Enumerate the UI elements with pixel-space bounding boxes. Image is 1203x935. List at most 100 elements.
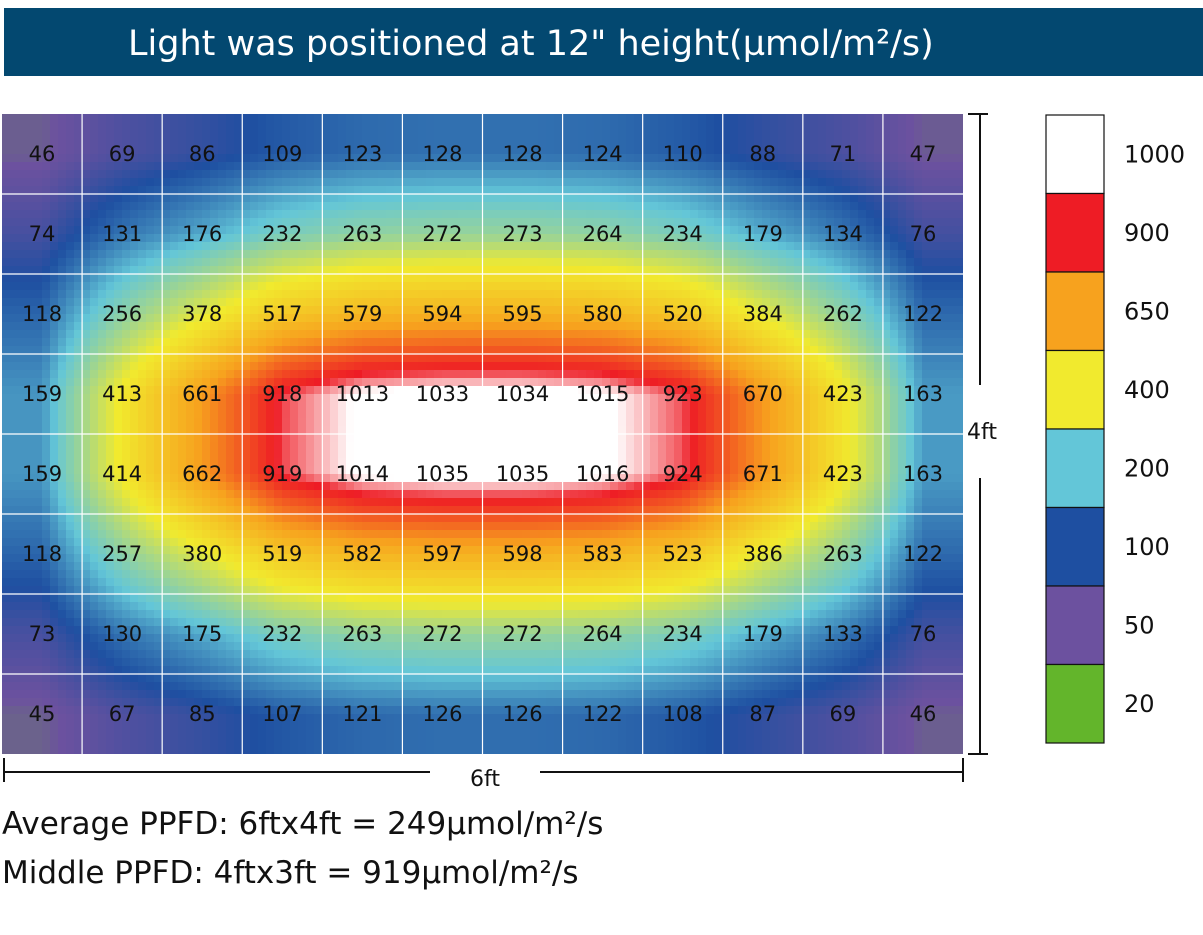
cell-value: 126 xyxy=(502,702,542,726)
cell-value: 133 xyxy=(823,622,863,646)
cell-value: 86 xyxy=(189,142,216,166)
cell-value: 273 xyxy=(502,222,542,246)
cell-value: 519 xyxy=(262,542,302,566)
cell-value: 919 xyxy=(262,462,302,486)
cell-value: 1033 xyxy=(416,382,469,406)
cell-value: 76 xyxy=(910,222,937,246)
cell-value: 122 xyxy=(903,302,943,326)
cell-value: 671 xyxy=(743,462,783,486)
cell-value: 924 xyxy=(663,462,703,486)
cell-value: 67 xyxy=(109,702,136,726)
legend-swatch xyxy=(1045,585,1105,666)
cell-value: 520 xyxy=(663,302,703,326)
grid-lines xyxy=(2,114,963,754)
cell-value: 175 xyxy=(182,622,222,646)
cell-value: 71 xyxy=(830,142,857,166)
cell-value: 131 xyxy=(102,222,142,246)
cell-value: 179 xyxy=(743,622,783,646)
cell-value: 272 xyxy=(502,622,542,646)
cell-value: 413 xyxy=(102,382,142,406)
cell-value: 46 xyxy=(29,142,56,166)
legend-label: 50 xyxy=(1124,611,1155,639)
height-dimension-label: 4ft xyxy=(967,420,997,445)
cell-value: 1035 xyxy=(496,462,549,486)
cell-value: 263 xyxy=(823,542,863,566)
cell-value: 594 xyxy=(422,302,462,326)
cell-value: 523 xyxy=(663,542,703,566)
legend-label: 20 xyxy=(1124,690,1155,718)
cell-value: 134 xyxy=(823,222,863,246)
cell-value: 661 xyxy=(182,382,222,406)
ppfd-heatmap-chart: 46 69 86 109 123 128 128 124 110 88 71 47 74 131 176 23… xyxy=(2,113,1185,792)
cell-value: 123 xyxy=(342,142,382,166)
middle-ppfd-text: Middle PPFD: 4ftx3ft = 919µmol/m²/s xyxy=(2,855,579,891)
cell-value: 87 xyxy=(749,702,776,726)
legend-swatch xyxy=(1045,428,1105,509)
cell-value: 580 xyxy=(583,302,623,326)
cell-value: 263 xyxy=(342,222,382,246)
legend-label: 400 xyxy=(1124,376,1170,404)
cell-value: 76 xyxy=(910,622,937,646)
legend-swatch xyxy=(1045,114,1105,195)
cell-value: 598 xyxy=(502,542,542,566)
legend-label: 650 xyxy=(1124,297,1170,325)
cell-value: 159 xyxy=(22,462,62,486)
cell-value: 110 xyxy=(663,142,703,166)
cell-value: 272 xyxy=(422,222,462,246)
cell-value: 130 xyxy=(102,622,142,646)
cell-value: 122 xyxy=(903,542,943,566)
cell-value: 923 xyxy=(663,382,703,406)
cell-value: 256 xyxy=(102,302,142,326)
cell-value: 264 xyxy=(583,622,623,646)
cell-value: 176 xyxy=(182,222,222,246)
legend-swatch xyxy=(1045,506,1105,587)
legend-label: 1000 xyxy=(1124,140,1185,168)
cell-value: 179 xyxy=(743,222,783,246)
chart-title: Light was positioned at 12" height(µmol/… xyxy=(128,24,934,64)
cell-value: 122 xyxy=(583,702,623,726)
cell-value: 69 xyxy=(109,142,136,166)
cell-value: 234 xyxy=(663,622,703,646)
cell-value: 128 xyxy=(422,142,462,166)
cell-value: 1035 xyxy=(416,462,469,486)
cell-value: 46 xyxy=(910,702,937,726)
cell-value: 378 xyxy=(182,302,222,326)
cell-value: 109 xyxy=(262,142,302,166)
cell-value: 47 xyxy=(910,142,937,166)
title-bar: Light was positioned at 12" height(µmol/… xyxy=(4,8,1203,76)
cell-value: 662 xyxy=(182,462,222,486)
cell-value: 597 xyxy=(422,542,462,566)
cell-value: 108 xyxy=(663,702,703,726)
cell-value: 1014 xyxy=(336,462,389,486)
cell-value: 423 xyxy=(823,382,863,406)
cell-value: 85 xyxy=(189,702,216,726)
cell-value: 414 xyxy=(102,462,142,486)
cell-value: 232 xyxy=(262,222,302,246)
color-scale-legend: 1000 900 650 400 200 100 50 20 xyxy=(1045,114,1185,744)
cell-value: 384 xyxy=(743,302,783,326)
legend-label: 200 xyxy=(1124,454,1170,482)
cell-value: 163 xyxy=(903,462,943,486)
cell-value: 918 xyxy=(262,382,302,406)
cell-value: 163 xyxy=(903,382,943,406)
cell-value: 386 xyxy=(743,542,783,566)
cell-value: 1034 xyxy=(496,382,549,406)
cell-values: 46 69 86 109 123 128 128 124 110 88 71 47 74 131 176 23… xyxy=(22,142,943,726)
heatmap-gradient-area xyxy=(2,114,963,754)
cell-value: 272 xyxy=(422,622,462,646)
cell-value: 107 xyxy=(262,702,302,726)
legend-swatch xyxy=(1045,192,1105,273)
cell-value: 595 xyxy=(502,302,542,326)
cell-value: 517 xyxy=(262,302,302,326)
cell-value: 118 xyxy=(22,542,62,566)
cell-value: 263 xyxy=(342,622,382,646)
cell-value: 88 xyxy=(749,142,776,166)
cell-value: 579 xyxy=(342,302,382,326)
cell-value: 1013 xyxy=(336,382,389,406)
cell-value: 380 xyxy=(182,542,222,566)
legend-label: 900 xyxy=(1124,219,1170,247)
cell-value: 45 xyxy=(29,702,56,726)
cell-value: 583 xyxy=(583,542,623,566)
cell-value: 257 xyxy=(102,542,142,566)
cell-value: 121 xyxy=(342,702,382,726)
